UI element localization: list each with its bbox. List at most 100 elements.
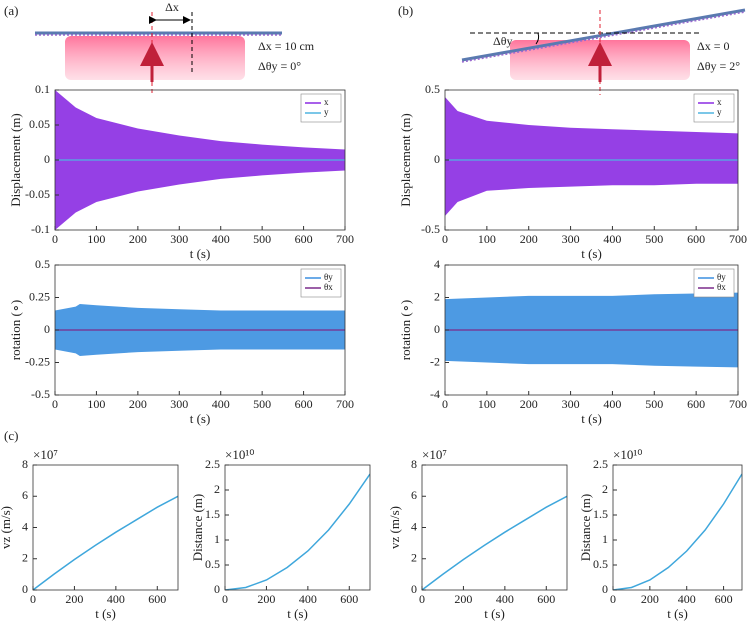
x-tick-label: 200 <box>129 232 147 246</box>
x-tick-label: 600 <box>340 592 358 606</box>
plate <box>461 8 746 62</box>
x-tick-label: 600 <box>295 397 313 411</box>
y-axis-label: rotation (∘) <box>8 300 23 360</box>
x-tick-label: 700 <box>729 232 747 246</box>
panel-label: (c) <box>4 428 18 443</box>
y-tick-label: 0 <box>44 152 50 166</box>
x-tick-label: 100 <box>87 232 105 246</box>
x-tick-label: 400 <box>299 592 317 606</box>
param: Δx = 10 cm <box>258 39 315 53</box>
axes-frame <box>612 464 743 591</box>
x-tick-label: 400 <box>603 232 621 246</box>
series-line <box>33 495 178 590</box>
y-tick-label: 1.5 <box>205 507 220 521</box>
x-tick-label: 700 <box>336 397 354 411</box>
x-tick-label: 100 <box>478 232 496 246</box>
x-axis-label: t (s) <box>190 411 211 426</box>
y-axis-label: Distance (m) <box>578 494 593 562</box>
x-tick-label: 500 <box>253 232 271 246</box>
beam <box>65 36 245 80</box>
y-tick-label: 2 <box>434 289 440 303</box>
x-tick-label: 200 <box>520 397 538 411</box>
param: Δx = 0 <box>697 39 729 53</box>
x-tick-label: 200 <box>65 592 83 606</box>
y-tick-label: 1.5 <box>593 507 608 521</box>
x-tick-label: 600 <box>148 592 166 606</box>
x-tick-label: 600 <box>687 232 705 246</box>
y-tick-label: 2 <box>214 482 220 496</box>
y-tick-label: 2 <box>22 551 28 565</box>
x-tick-label: 400 <box>496 592 514 606</box>
angle-arc <box>535 32 540 45</box>
y-tick-label: 0.5 <box>35 257 50 271</box>
y-tick-label: 2 <box>602 482 608 496</box>
x-tick-label: 200 <box>520 232 538 246</box>
legend-label: θy <box>324 272 333 282</box>
x-tick-label: 100 <box>478 397 496 411</box>
x-tick-label: 200 <box>454 592 472 606</box>
axes-frame <box>224 464 371 591</box>
y-tick-label: 0.5 <box>425 82 440 96</box>
y-tick-label: 0 <box>434 322 440 336</box>
x-tick-label: 0 <box>442 397 448 411</box>
y-tick-label: 0 <box>214 582 220 596</box>
x-axis-label: t (s) <box>287 606 308 621</box>
x-tick-label: 0 <box>610 592 616 606</box>
x-tick-label: 300 <box>562 232 580 246</box>
x-tick-label: 100 <box>87 397 105 411</box>
y-tick-label: 2.5 <box>205 457 220 471</box>
legend-box <box>300 268 342 298</box>
y-tick-label: -0.5 <box>31 387 50 401</box>
x-tick-label: 0 <box>30 592 36 606</box>
x-tick-label: 200 <box>641 592 659 606</box>
y-tick-label: 2 <box>411 551 417 565</box>
y-tick-label: -0.1 <box>31 222 50 236</box>
diagram-b: (b) Δθy Δx = 0 Δθy = 2° <box>398 3 746 95</box>
x-tick-label: 700 <box>729 397 747 411</box>
legend-box <box>693 93 735 123</box>
x-tick-label: 0 <box>52 232 58 246</box>
x-tick-label: 500 <box>253 397 271 411</box>
x-tick-label: 600 <box>687 397 705 411</box>
y-tick-label: 2.5 <box>593 457 608 471</box>
y-tick-label: 1 <box>602 532 608 546</box>
x-axis-label: t (s) <box>190 246 211 261</box>
y-tick-label: -0.25 <box>25 354 50 368</box>
diagram-a: (a) Δx Δx = 10 cm Δθy = 0° <box>4 0 315 95</box>
y-axis-label: Distance (m) <box>190 494 205 562</box>
y-axis-label: Displacement (m) <box>398 113 413 207</box>
series-line <box>422 495 567 590</box>
y-tick-label: 0.1 <box>35 82 50 96</box>
x-tick-label: 500 <box>645 232 663 246</box>
x-tick-label: 600 <box>715 592 733 606</box>
axis-multiplier: ×10¹⁰ <box>225 447 254 462</box>
series-line <box>225 473 370 590</box>
y-tick-label: 0.5 <box>205 557 220 571</box>
x-tick-label: 500 <box>645 397 663 411</box>
angle-label: Δθy <box>493 34 512 48</box>
x-tick-label: 200 <box>129 397 147 411</box>
x-axis-label: t (s) <box>581 246 602 261</box>
y-tick-label: 0.5 <box>593 557 608 571</box>
y-tick-label: 0 <box>411 582 417 596</box>
y-tick-label: 4 <box>22 519 28 533</box>
legend-label: θx <box>717 282 726 292</box>
x-tick-label: 400 <box>603 397 621 411</box>
y-tick-label: 0 <box>434 152 440 166</box>
legend-box <box>300 93 342 123</box>
y-tick-label: 0 <box>602 582 608 596</box>
x-tick-label: 600 <box>537 592 555 606</box>
y-tick-label: 8 <box>411 457 417 471</box>
x-axis-label: t (s) <box>667 606 688 621</box>
legend-label: x <box>324 97 329 107</box>
x-tick-label: 400 <box>212 232 230 246</box>
panel-label: (a) <box>4 3 18 18</box>
y-tick-label: 4 <box>411 519 417 533</box>
x-tick-label: 400 <box>212 397 230 411</box>
y-tick-label: 0 <box>22 582 28 596</box>
x-tick-label: 0 <box>419 592 425 606</box>
y-tick-label: 6 <box>411 488 417 502</box>
x-axis-label: t (s) <box>95 606 116 621</box>
y-tick-label: 4 <box>434 257 440 271</box>
